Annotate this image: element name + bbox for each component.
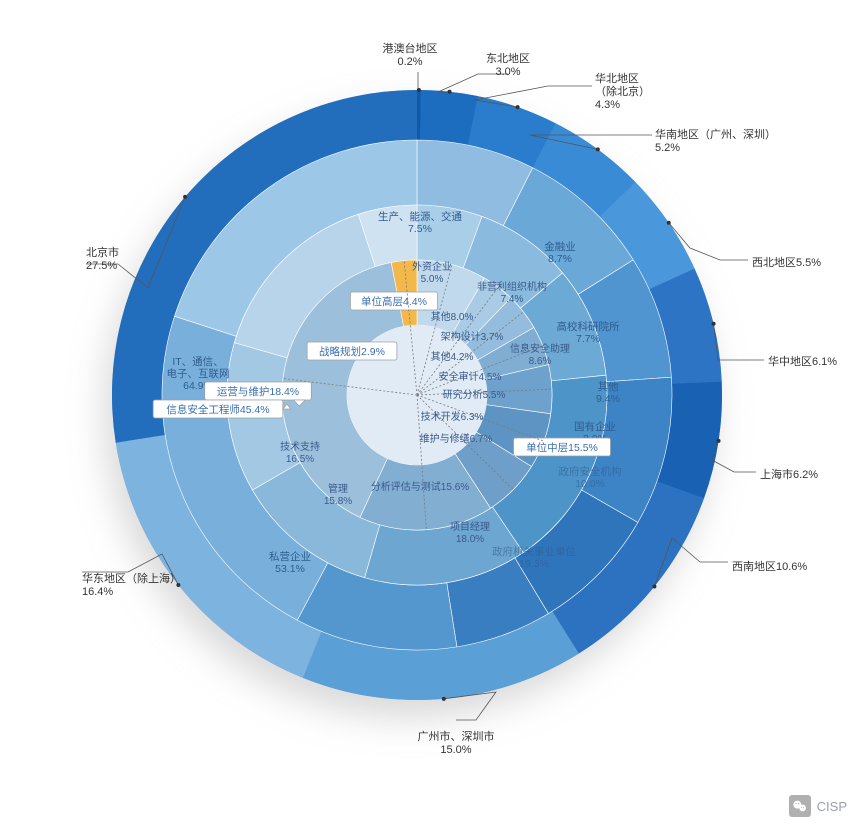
footer-label: CISP <box>817 799 847 814</box>
svg-text:战略规划2.9%: 战略规划2.9% <box>319 345 385 358</box>
inner-label: 分析评估与测试15.6% <box>371 480 469 493</box>
ring-regions-slice <box>420 90 478 145</box>
svg-text:15.8%: 15.8% <box>324 496 352 507</box>
svg-text:16.4%: 16.4% <box>82 586 113 598</box>
svg-text:电子、互联网: 电子、互联网 <box>167 367 230 380</box>
svg-text:管理: 管理 <box>328 482 348 495</box>
inner-label: 其他4.2% <box>431 350 474 363</box>
ring2-label: 项目经理18.0% <box>450 520 490 545</box>
svg-text:7.5%: 7.5% <box>408 223 432 235</box>
inner-label: 其他8.0% <box>431 310 474 323</box>
svg-text:政府安全机构: 政府安全机构 <box>559 465 622 478</box>
callout-leader <box>418 72 419 90</box>
boxed-label: 单位中层15.5% <box>514 438 611 456</box>
svg-text:19.3%: 19.3% <box>519 558 549 570</box>
svg-text:北京市: 北京市 <box>86 245 119 259</box>
svg-text:7.7%: 7.7% <box>576 333 600 345</box>
ring-regions-slice <box>417 90 421 140</box>
svg-text:高校科研院所: 高校科研院所 <box>557 320 620 333</box>
callout: 西南地区10.6% <box>732 560 807 573</box>
ring2-label: 技术支持16.5% <box>280 440 320 465</box>
callout: 华北地区（除北京）4.3% <box>595 71 650 111</box>
svg-text:非营利组织机构: 非营利组织机构 <box>477 280 547 293</box>
svg-text:信息安全助理: 信息安全助理 <box>510 342 570 355</box>
svg-text:技术支持: 技术支持 <box>280 440 320 453</box>
svg-text:华南地区（广州、深圳）: 华南地区（广州、深圳） <box>655 127 776 141</box>
svg-text:国有企业: 国有企业 <box>574 420 616 433</box>
svg-text:8.7%: 8.7% <box>548 253 572 265</box>
wechat-icon <box>789 795 811 817</box>
svg-text:项目经理: 项目经理 <box>450 520 490 533</box>
footer-brand: CISP <box>789 795 847 817</box>
callout-leader <box>712 441 756 472</box>
inner-label: 架构设计3.7% <box>441 330 504 343</box>
svg-text:生产、能源、交通: 生产、能源、交通 <box>378 210 462 223</box>
inner-label: 技术开发6.3% <box>421 410 484 423</box>
svg-text:3.0%: 3.0% <box>495 66 520 78</box>
svg-text:上海市6.2%: 上海市6.2% <box>760 467 818 481</box>
ring1-label: 私营企业53.1% <box>269 550 311 575</box>
svg-text:9.4%: 9.4% <box>596 393 620 405</box>
callout-leader <box>714 324 764 360</box>
inner-label: 研究分析5.5% <box>443 388 506 401</box>
callout: 华中地区6.1% <box>768 354 837 368</box>
svg-text:18.0%: 18.0% <box>456 534 484 545</box>
ring1-label: 其他9.4% <box>596 380 620 405</box>
boxed-label: 单位高层4.4% <box>350 292 437 310</box>
svg-text:53.1%: 53.1% <box>275 563 305 575</box>
inner-label: 安全审计4.5% <box>439 370 502 383</box>
svg-text:IT、通信、: IT、通信、 <box>172 356 223 368</box>
svg-text:华东地区（除上海）: 华东地区（除上海） <box>82 571 181 585</box>
callout: 北京市27.5% <box>86 245 119 272</box>
svg-text:（除北京）: （除北京） <box>595 84 650 98</box>
inner-label: 维护与修缮6.7% <box>420 432 493 445</box>
svg-text:私营企业: 私营企业 <box>269 550 311 563</box>
callout: 西北地区5.5% <box>752 256 821 269</box>
svg-text:广州市、深圳市: 广州市、深圳市 <box>418 729 495 743</box>
svg-text:东北地区: 东北地区 <box>486 52 530 65</box>
callout: 上海市6.2% <box>760 467 818 481</box>
nested-pie-chart: 港澳台地区0.2%东北地区3.0%华北地区（除北京）4.3%华南地区（广州、深圳… <box>0 0 865 831</box>
svg-text:10.0%: 10.0% <box>575 478 605 490</box>
svg-text:5.2%: 5.2% <box>655 142 680 154</box>
boxed-label: 战略规划2.9% <box>307 342 397 360</box>
svg-text:0.2%: 0.2% <box>397 56 422 68</box>
svg-text:西南地区10.6%: 西南地区10.6% <box>732 560 807 573</box>
svg-text:7.4%: 7.4% <box>501 294 524 305</box>
svg-text:16.5%: 16.5% <box>286 454 314 465</box>
svg-text:5.0%: 5.0% <box>421 274 444 285</box>
svg-text:信息安全工程师45.4%: 信息安全工程师45.4% <box>166 403 269 416</box>
svg-text:华中地区6.1%: 华中地区6.1% <box>768 354 837 368</box>
svg-text:27.5%: 27.5% <box>86 260 117 272</box>
ring1-label: 金融业8.7% <box>544 240 576 265</box>
svg-text:其他: 其他 <box>598 380 619 393</box>
svg-text:华北地区: 华北地区 <box>595 71 639 85</box>
svg-text:外资企业: 外资企业 <box>412 260 452 273</box>
svg-text:单位高层4.4%: 单位高层4.4% <box>361 295 427 308</box>
boxed-label: 信息安全工程师45.4% <box>153 400 291 418</box>
svg-text:金融业: 金融业 <box>544 240 576 253</box>
svg-text:西北地区5.5%: 西北地区5.5% <box>752 256 821 269</box>
callout: 广州市、深圳市15.0% <box>418 729 495 756</box>
svg-text:4.3%: 4.3% <box>595 99 620 111</box>
callout: 港澳台地区0.2% <box>383 41 438 68</box>
svg-text:政府机关事业单位: 政府机关事业单位 <box>492 545 576 558</box>
svg-text:港澳台地区: 港澳台地区 <box>383 41 438 55</box>
svg-text:单位中层15.5%: 单位中层15.5% <box>526 441 598 454</box>
svg-text:运营与维护18.4%: 运营与维护18.4% <box>217 385 299 398</box>
svg-text:8.6%: 8.6% <box>529 356 552 367</box>
svg-text:15.0%: 15.0% <box>440 744 471 756</box>
callout: 华南地区（广州、深圳）5.2% <box>655 127 776 154</box>
callout: 华东地区（除上海）16.4% <box>82 571 181 598</box>
